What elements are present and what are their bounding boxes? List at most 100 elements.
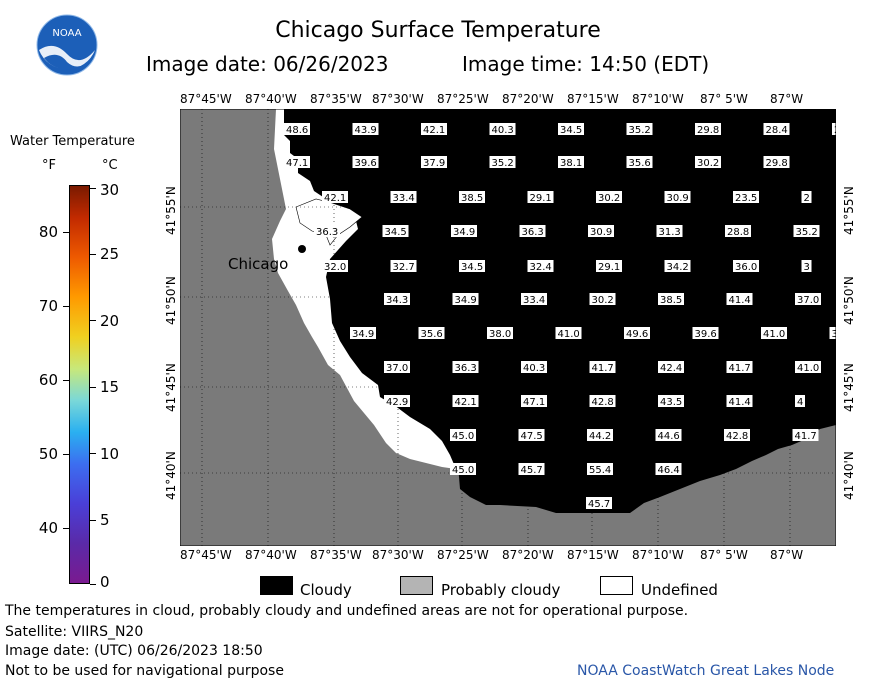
temperature-label-bg <box>459 191 485 203</box>
c-tick: 0 <box>100 573 110 591</box>
temperature-value: 29.8 <box>697 125 719 136</box>
temperature-value: 3 <box>832 329 837 340</box>
colorbar-c-tickmark <box>90 453 96 454</box>
temperature-value: 34.5 <box>385 227 407 238</box>
temperature-label-bg <box>596 191 622 203</box>
temperature-label-bg <box>489 156 516 168</box>
temperature-value: 34.3 <box>386 295 408 306</box>
colorbar-c-tickmark <box>90 387 96 388</box>
lat-label-left: 41°50'N <box>164 276 178 325</box>
temperature-value: 2 <box>834 125 836 136</box>
temperature-value: 2 <box>804 193 810 204</box>
temperature-value: 34.9 <box>455 295 477 306</box>
key-cloudy-label: Cloudy <box>300 581 352 599</box>
colorbar-c-tickmark <box>90 520 96 521</box>
temperature-label-bg <box>558 123 584 135</box>
lon-label-bottom: 87°15'W <box>567 548 619 562</box>
f-tick: 50 <box>38 445 58 463</box>
temperature-value: 33.4 <box>523 295 545 306</box>
temperature-label-bg <box>452 395 479 407</box>
temperature-value: 47.1 <box>523 397 545 408</box>
c-tick: 30 <box>100 181 120 199</box>
temperature-value: 45.7 <box>588 499 610 510</box>
temperature-label-bg <box>519 225 546 237</box>
key-undefined-swatch <box>600 576 633 595</box>
temperature-value: 30.9 <box>590 227 612 238</box>
colorbar-f-tickmark <box>63 232 69 233</box>
temperature-label-bg <box>656 225 683 237</box>
lon-label-top: 87°15'W <box>567 92 619 106</box>
temperature-value: 38.0 <box>489 329 511 340</box>
temperature-label-bg <box>655 429 682 441</box>
temperature-label-bg <box>733 260 759 272</box>
navigation-warning: Not to be used for navigational purpose <box>5 663 284 679</box>
temperature-label-bg <box>587 463 613 475</box>
temperature-label-bg <box>695 123 721 135</box>
temperature-label-bg <box>589 293 616 305</box>
temperature-value: 4 <box>797 397 803 408</box>
temperature-value: 49.6 <box>626 329 648 340</box>
temperature-value: 41.0 <box>558 329 580 340</box>
temperature-label-bg <box>724 429 750 441</box>
temperature-value: 35.2 <box>796 227 818 238</box>
temperature-value: 42.1 <box>423 125 445 136</box>
temperature-value: 34.9 <box>453 227 475 238</box>
f-tick: 40 <box>38 519 58 537</box>
lon-label-top: 87°10'W <box>632 92 684 106</box>
temperature-value: 38.5 <box>461 193 483 204</box>
temperature-value: 31.3 <box>659 227 681 238</box>
temperature-value: 55.4 <box>589 465 611 476</box>
disclaimer-note: The temperatures in cloud, probably clou… <box>5 603 689 619</box>
c-tick: 25 <box>100 245 120 263</box>
temperature-value: 44.6 <box>658 431 680 442</box>
lat-label-left: 41°40'N <box>164 451 178 500</box>
temperature-value: 48.6 <box>286 125 308 136</box>
temperature-label-bg <box>801 191 812 203</box>
temperature-value: 28.8 <box>727 227 749 238</box>
temperature-value: 47.5 <box>521 431 543 442</box>
temperature-label-bg <box>726 361 753 373</box>
temperature-label-bg <box>527 260 554 272</box>
temperature-label-bg <box>452 293 479 305</box>
temperature-label-bg <box>588 225 614 237</box>
temperature-label-bg <box>763 156 790 168</box>
temperature-value: 41.4 <box>729 295 751 306</box>
temperature-label-bg <box>725 225 751 237</box>
unit-celsius: °C <box>102 158 118 173</box>
colorbar-c-tickmark <box>90 320 96 321</box>
temperature-label-bg <box>487 327 513 339</box>
temperature-label-bg <box>658 395 684 407</box>
lon-label-bottom: 87° 5'W <box>700 548 748 562</box>
temperature-label-bg <box>521 293 547 305</box>
temperature-label-bg <box>761 327 787 339</box>
lon-label-bottom: 87°45'W <box>180 548 232 562</box>
temperature-label-bg <box>521 361 547 373</box>
chicago-marker <box>298 245 306 253</box>
lat-label-right: 41°50'N <box>842 276 856 325</box>
lon-label-top: 87°20'W <box>502 92 554 106</box>
key-cloudy-swatch <box>260 576 293 595</box>
lon-label-bottom: 87°10'W <box>632 548 684 562</box>
temperature-map: Chicago 48.6 43.9 42.1 40.3 34.5 35.2 29.8 28.4… <box>180 109 836 546</box>
c-tick: 20 <box>100 312 120 330</box>
temperature-label-bg <box>589 361 616 373</box>
temperature-value: 35.2 <box>492 158 514 169</box>
temperature-label-bg <box>384 293 410 305</box>
temperature-value: 42.4 <box>660 363 682 374</box>
temperature-label-bg <box>587 429 613 441</box>
lat-label-right: 41°40'N <box>842 451 856 500</box>
temperature-label-bg <box>489 123 516 135</box>
temperature-label-bg <box>801 260 812 272</box>
temperature-value: 29.1 <box>598 262 620 273</box>
c-tick: 15 <box>100 378 120 396</box>
temperature-value: 39.6 <box>695 329 717 340</box>
temperature-label-bg <box>284 123 310 135</box>
key-undefined-label: Undefined <box>641 581 718 599</box>
temperature-value: 45.0 <box>452 465 474 476</box>
legend-title: Water Temperature <box>10 134 135 149</box>
temperature-label-bg <box>624 327 650 339</box>
temperature-label-bg <box>832 123 836 135</box>
temperature-label-bg <box>421 156 447 168</box>
temperature-value: 42.8 <box>592 397 614 408</box>
temperature-value: 3 <box>804 262 810 273</box>
